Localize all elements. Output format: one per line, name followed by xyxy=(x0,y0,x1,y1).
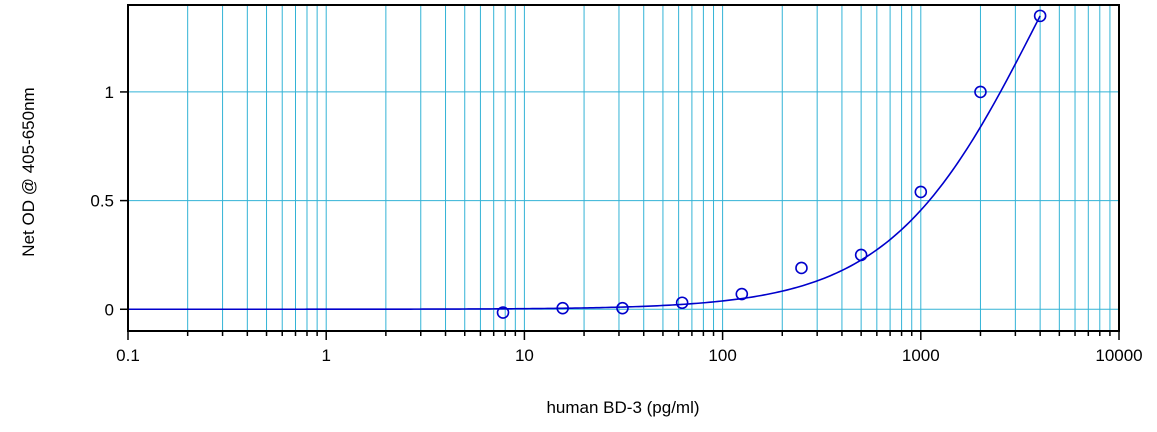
data-point xyxy=(795,261,808,275)
x-tick-label: 100 xyxy=(708,346,736,365)
data-point xyxy=(974,85,987,99)
x-tick-label: 10 xyxy=(515,346,534,365)
data-point xyxy=(854,248,868,262)
fit-curve xyxy=(128,15,1041,311)
x-axis-title: human BD-3 (pg/ml) xyxy=(546,398,699,417)
grid xyxy=(127,5,1120,331)
data-points xyxy=(496,9,1047,319)
fit-curve-layer xyxy=(128,15,1041,311)
x-tick-label: 10000 xyxy=(1095,346,1142,365)
y-tick-label: 1 xyxy=(105,83,114,102)
x-tick-label: 1 xyxy=(321,346,330,365)
plot-frame xyxy=(127,4,1120,332)
x-tick-labels: 0.1 1 10 100 1000 10000 xyxy=(116,346,1142,365)
x-tick-label: 0.1 xyxy=(116,346,140,365)
x-tick-label: 1000 xyxy=(902,346,940,365)
y-tick-label: 0.5 xyxy=(90,192,114,211)
data-point xyxy=(1033,9,1047,23)
data-point xyxy=(735,287,749,301)
y-tick-labels: 00.51 xyxy=(90,83,114,319)
data-point xyxy=(556,301,569,315)
axes xyxy=(120,4,1120,340)
data-point xyxy=(675,296,689,310)
data-point xyxy=(914,185,928,199)
data-point xyxy=(496,306,510,319)
data-point xyxy=(616,301,629,315)
y-axis-title: Net OD @ 405-650nm xyxy=(19,87,38,256)
y-tick-label: 0 xyxy=(105,300,114,319)
